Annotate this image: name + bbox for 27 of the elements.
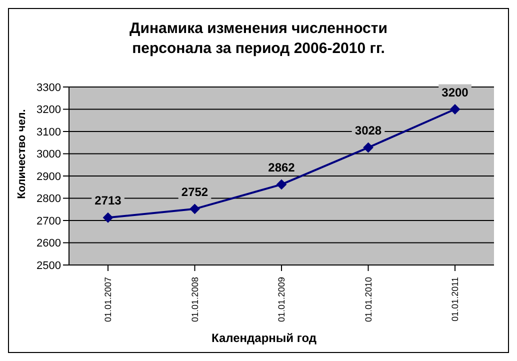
x-tick-label: 01.01.2009 [276, 277, 286, 322]
point [276, 179, 286, 190]
y-tick-label: 2500 [36, 260, 61, 272]
x-tick-label: 01.01.2010 [363, 277, 374, 322]
data-label: 2752 [181, 184, 208, 199]
data-label: 3028 [354, 124, 382, 138]
y-tick-label: 2900 [36, 170, 61, 183]
data-label: 2713 [94, 194, 122, 208]
y-axis-title: Количество чел. [16, 109, 28, 199]
y-tick-label: 2600 [36, 238, 61, 250]
y-tick-label: 3100 [36, 126, 61, 138]
data-label: 2862 [268, 160, 296, 174]
y-tick-label: 3200 [36, 104, 61, 116]
x-axis-title: Календарный год [210, 331, 318, 345]
point [190, 204, 200, 214]
point [103, 212, 113, 223]
point [363, 142, 374, 153]
data-label: 3200 [442, 85, 469, 100]
y-tick-label: 2800 [36, 193, 61, 206]
x-tick-label: 01.01.2008 [190, 277, 200, 322]
x-tick-label: 01.01.2011 [450, 277, 460, 322]
y-tick-label: 3000 [36, 148, 61, 161]
y-tick-label: 3300 [36, 82, 61, 94]
chart-title: Динамика изменения численности персонала за период 2006-2010 гг. [128, 19, 388, 59]
point [450, 104, 460, 114]
x-tick-label: 01.01.2007 [103, 277, 113, 322]
y-tick-label: 2700 [36, 215, 61, 228]
